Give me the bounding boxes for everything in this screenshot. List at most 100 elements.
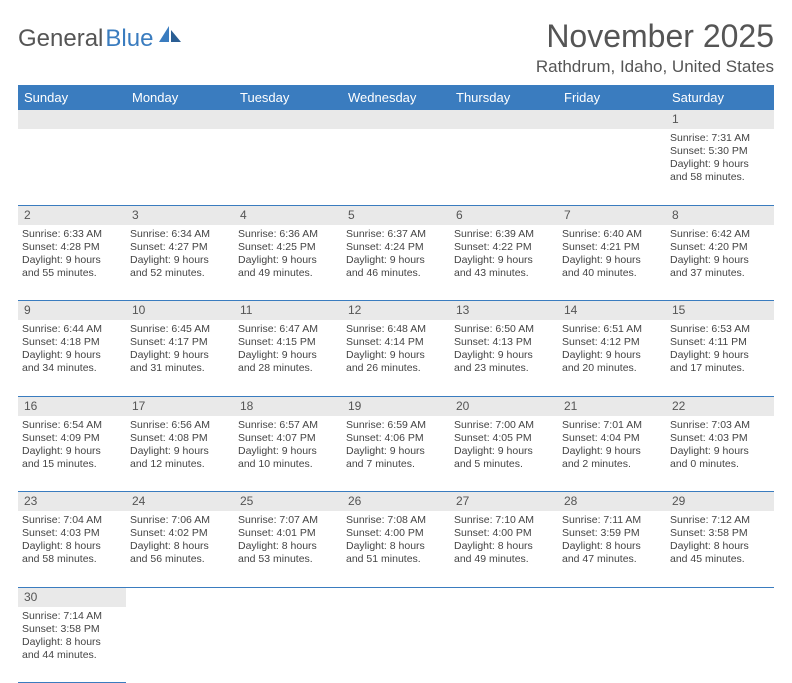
- day-ss: Sunset: 3:58 PM: [22, 623, 122, 636]
- day-number-cell: 3: [126, 205, 234, 225]
- day-d1: Daylight: 8 hours: [562, 540, 662, 553]
- day-number-cell: 25: [234, 492, 342, 512]
- day-number-cell: [558, 110, 666, 129]
- day-cell: [234, 607, 342, 683]
- day-d1: Daylight: 8 hours: [22, 540, 122, 553]
- day-cell: Sunrise: 6:48 AMSunset: 4:14 PMDaylight:…: [342, 320, 450, 396]
- day-d2: and 37 minutes.: [670, 267, 770, 280]
- day-sr: Sunrise: 6:48 AM: [346, 323, 446, 336]
- day-d1: Daylight: 8 hours: [22, 636, 122, 649]
- day-d2: and 15 minutes.: [22, 458, 122, 471]
- day-cell: Sunrise: 6:40 AMSunset: 4:21 PMDaylight:…: [558, 225, 666, 301]
- day-ss: Sunset: 4:03 PM: [670, 432, 770, 445]
- day-d2: and 7 minutes.: [346, 458, 446, 471]
- day-cell: Sunrise: 6:59 AMSunset: 4:06 PMDaylight:…: [342, 416, 450, 492]
- day-number-cell: 29: [666, 492, 774, 512]
- day-ss: Sunset: 4:14 PM: [346, 336, 446, 349]
- day-ss: Sunset: 5:30 PM: [670, 145, 770, 158]
- page-header: GeneralBlue November 2025 Rathdrum, Idah…: [18, 18, 774, 77]
- day-sr: Sunrise: 6:39 AM: [454, 228, 554, 241]
- day-header-row: Sunday Monday Tuesday Wednesday Thursday…: [18, 85, 774, 110]
- day-d1: Daylight: 9 hours: [670, 254, 770, 267]
- day-number-cell: 5: [342, 205, 450, 225]
- day-cell: Sunrise: 6:36 AMSunset: 4:25 PMDaylight:…: [234, 225, 342, 301]
- day-cell: Sunrise: 6:53 AMSunset: 4:11 PMDaylight:…: [666, 320, 774, 396]
- day-number-cell: 1: [666, 110, 774, 129]
- day-header: Thursday: [450, 85, 558, 110]
- day-cell: [450, 129, 558, 205]
- day-d2: and 46 minutes.: [346, 267, 446, 280]
- location-text: Rathdrum, Idaho, United States: [536, 57, 774, 77]
- day-sr: Sunrise: 6:44 AM: [22, 323, 122, 336]
- day-cell: Sunrise: 7:06 AMSunset: 4:02 PMDaylight:…: [126, 511, 234, 587]
- day-number-cell: 2: [18, 205, 126, 225]
- day-d1: Daylight: 9 hours: [130, 349, 230, 362]
- day-number-cell: 11: [234, 301, 342, 321]
- day-ss: Sunset: 4:08 PM: [130, 432, 230, 445]
- month-title: November 2025: [536, 18, 774, 55]
- day-number-cell: [342, 587, 450, 607]
- day-sr: Sunrise: 6:56 AM: [130, 419, 230, 432]
- day-d1: Daylight: 9 hours: [670, 445, 770, 458]
- day-ss: Sunset: 4:07 PM: [238, 432, 338, 445]
- day-ss: Sunset: 4:28 PM: [22, 241, 122, 254]
- day-sr: Sunrise: 6:53 AM: [670, 323, 770, 336]
- day-sr: Sunrise: 6:36 AM: [238, 228, 338, 241]
- day-d2: and 12 minutes.: [130, 458, 230, 471]
- day-sr: Sunrise: 6:37 AM: [346, 228, 446, 241]
- day-number-cell: [234, 110, 342, 129]
- day-number-cell: 8: [666, 205, 774, 225]
- day-ss: Sunset: 4:01 PM: [238, 527, 338, 540]
- day-cell: Sunrise: 6:33 AMSunset: 4:28 PMDaylight:…: [18, 225, 126, 301]
- day-d1: Daylight: 9 hours: [238, 349, 338, 362]
- day-cell: Sunrise: 7:10 AMSunset: 4:00 PMDaylight:…: [450, 511, 558, 587]
- day-d1: Daylight: 9 hours: [346, 445, 446, 458]
- sail-icon: [157, 24, 183, 53]
- day-d2: and 45 minutes.: [670, 553, 770, 566]
- day-cell: Sunrise: 7:31 AMSunset: 5:30 PMDaylight:…: [666, 129, 774, 205]
- day-d2: and 58 minutes.: [22, 553, 122, 566]
- day-cell: Sunrise: 6:47 AMSunset: 4:15 PMDaylight:…: [234, 320, 342, 396]
- day-ss: Sunset: 4:25 PM: [238, 241, 338, 254]
- day-d1: Daylight: 9 hours: [238, 254, 338, 267]
- day-sr: Sunrise: 6:33 AM: [22, 228, 122, 241]
- day-number-cell: 14: [558, 301, 666, 321]
- day-d1: Daylight: 8 hours: [454, 540, 554, 553]
- day-number-cell: [126, 587, 234, 607]
- day-number-cell: [450, 110, 558, 129]
- day-sr: Sunrise: 7:31 AM: [670, 132, 770, 145]
- day-number-cell: 15: [666, 301, 774, 321]
- day-cell: [342, 607, 450, 683]
- day-sr: Sunrise: 6:51 AM: [562, 323, 662, 336]
- day-cell: Sunrise: 6:51 AMSunset: 4:12 PMDaylight:…: [558, 320, 666, 396]
- day-ss: Sunset: 4:06 PM: [346, 432, 446, 445]
- day-sr: Sunrise: 6:59 AM: [346, 419, 446, 432]
- day-ss: Sunset: 4:09 PM: [22, 432, 122, 445]
- day-d1: Daylight: 9 hours: [22, 254, 122, 267]
- day-ss: Sunset: 3:58 PM: [670, 527, 770, 540]
- day-sr: Sunrise: 7:00 AM: [454, 419, 554, 432]
- day-sr: Sunrise: 7:10 AM: [454, 514, 554, 527]
- day-cell: Sunrise: 7:12 AMSunset: 3:58 PMDaylight:…: [666, 511, 774, 587]
- day-cell: Sunrise: 7:14 AMSunset: 3:58 PMDaylight:…: [18, 607, 126, 683]
- day-header: Tuesday: [234, 85, 342, 110]
- day-cell: Sunrise: 7:00 AMSunset: 4:05 PMDaylight:…: [450, 416, 558, 492]
- day-cell: Sunrise: 6:54 AMSunset: 4:09 PMDaylight:…: [18, 416, 126, 492]
- day-d1: Daylight: 9 hours: [670, 349, 770, 362]
- day-sr: Sunrise: 7:08 AM: [346, 514, 446, 527]
- day-sr: Sunrise: 6:42 AM: [670, 228, 770, 241]
- day-sr: Sunrise: 6:47 AM: [238, 323, 338, 336]
- day-cell: [342, 129, 450, 205]
- day-number-cell: 9: [18, 301, 126, 321]
- day-sr: Sunrise: 6:50 AM: [454, 323, 554, 336]
- day-d1: Daylight: 9 hours: [454, 254, 554, 267]
- day-cell: [558, 607, 666, 683]
- day-d2: and 49 minutes.: [238, 267, 338, 280]
- day-d1: Daylight: 9 hours: [346, 254, 446, 267]
- day-number-cell: [450, 587, 558, 607]
- day-d2: and 55 minutes.: [22, 267, 122, 280]
- day-sr: Sunrise: 7:06 AM: [130, 514, 230, 527]
- day-number-cell: 18: [234, 396, 342, 416]
- day-d2: and 2 minutes.: [562, 458, 662, 471]
- logo: GeneralBlue: [18, 18, 183, 53]
